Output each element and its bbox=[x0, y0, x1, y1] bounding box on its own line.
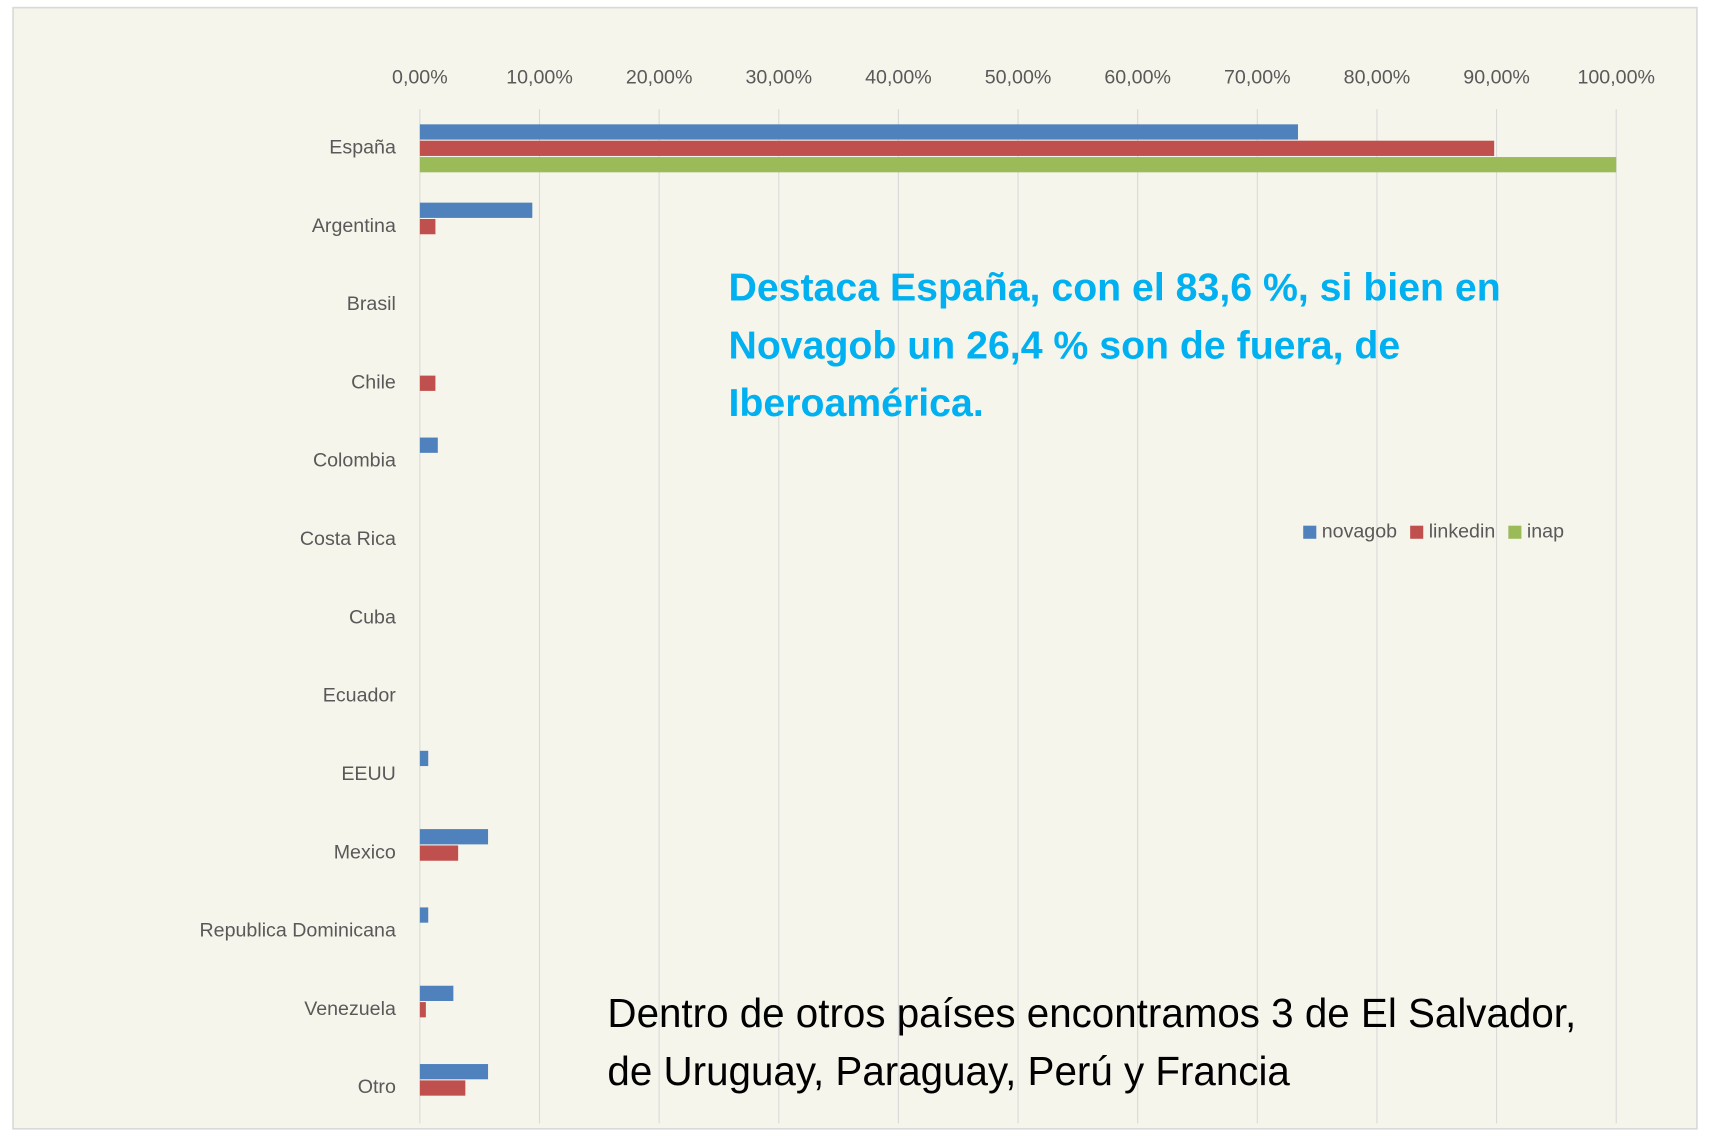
legend-swatch bbox=[1303, 525, 1317, 539]
y-tick-label: Chile bbox=[351, 371, 396, 393]
bar bbox=[419, 437, 438, 453]
bar bbox=[419, 202, 533, 218]
x-tick-label: 40,00% bbox=[865, 67, 932, 89]
y-tick-label: Republica Dominicana bbox=[200, 920, 396, 942]
y-tick-label: Costa Rica bbox=[300, 528, 396, 550]
y-tick-label: Mexico bbox=[334, 841, 396, 863]
y-tick-label: Otro bbox=[358, 1076, 396, 1098]
x-tick-label: 70,00% bbox=[1224, 67, 1291, 89]
note: de Uruguay, Paraguay, Perú y Francia bbox=[607, 1048, 1290, 1094]
x-tick-label: 10,00% bbox=[506, 67, 573, 89]
x-tick-label: 0,00% bbox=[392, 67, 448, 89]
legend-label: inap bbox=[1527, 520, 1564, 542]
chart-area bbox=[12, 6, 1698, 1130]
bar bbox=[419, 845, 459, 861]
y-tick-label: España bbox=[329, 137, 396, 159]
bar bbox=[419, 907, 429, 923]
bar bbox=[419, 219, 436, 235]
grid bbox=[419, 109, 1617, 1124]
bar bbox=[419, 750, 429, 767]
y-tick-label: Colombia bbox=[313, 450, 396, 472]
bar bbox=[419, 124, 1298, 140]
y-tick-label: Ecuador bbox=[323, 685, 397, 707]
bar bbox=[419, 375, 436, 391]
legend-swatch bbox=[1508, 525, 1522, 539]
bars bbox=[419, 124, 1617, 1096]
annotation: Iberoamérica. bbox=[728, 381, 983, 425]
bar bbox=[419, 157, 1617, 173]
x-tick-label: 80,00% bbox=[1344, 67, 1411, 89]
bar bbox=[419, 829, 489, 845]
legend-label: novagob bbox=[1322, 520, 1397, 542]
labels: 0,00% 10,00% 20,00% 30,00% 40,00% 50,00% 60,00… bbox=[200, 67, 1655, 1099]
annotation: Novagob un 26,4 % son de fuera, de bbox=[728, 323, 1400, 367]
bar bbox=[419, 1064, 489, 1080]
x-tick-label: 50,00% bbox=[985, 67, 1052, 89]
y-tick-label: Venezuela bbox=[304, 998, 396, 1020]
x-tick-label: 30,00% bbox=[745, 67, 812, 89]
annotation: Destaca España, con el 83,6 %, si bien e… bbox=[728, 265, 1500, 309]
x-tick-label: 100,00% bbox=[1577, 67, 1654, 89]
x-tick-label: 90,00% bbox=[1463, 67, 1530, 89]
bar bbox=[419, 985, 454, 1001]
y-tick-label: Argentina bbox=[312, 215, 396, 237]
y-tick-label: Brasil bbox=[347, 293, 396, 315]
bar bbox=[419, 140, 1495, 156]
x-tick-label: 20,00% bbox=[626, 67, 693, 89]
y-tick-label: EEUU bbox=[341, 763, 396, 785]
note: Dentro de otros países encontramos 3 de … bbox=[607, 990, 1576, 1036]
legend-swatch bbox=[1410, 525, 1424, 539]
bar bbox=[419, 1080, 466, 1096]
legend-label: linkedin bbox=[1429, 520, 1496, 542]
y-tick-label: Cuba bbox=[349, 606, 396, 628]
bar bbox=[419, 1002, 426, 1018]
x-tick-label: 60,00% bbox=[1104, 67, 1171, 89]
